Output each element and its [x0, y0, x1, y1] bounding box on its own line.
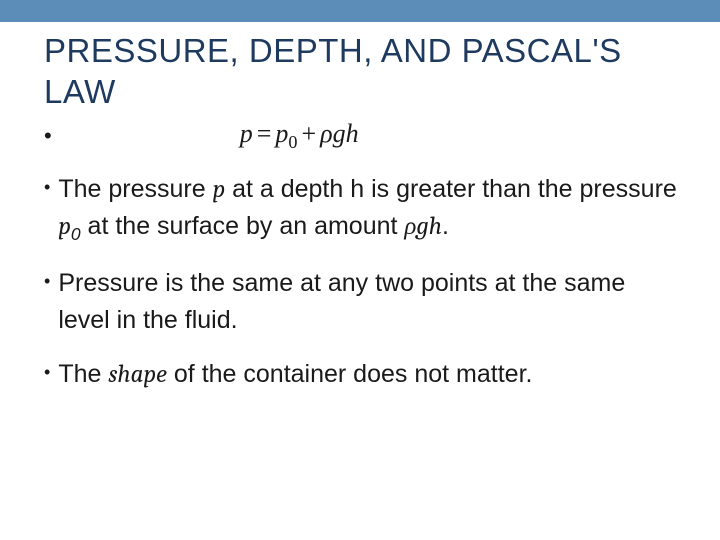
eq-p0-sub: 0: [288, 132, 297, 152]
text-fragment: .: [442, 212, 449, 240]
eq-g: g: [333, 119, 346, 148]
slide-content: PRESSURE, DEPTH, AND PASCAL'S LAW • p=p0…: [0, 22, 720, 393]
bullet-list: • The pressure p at a depth h is greater…: [44, 171, 680, 393]
bullet-text-1: The pressure p at a depth h is greater t…: [58, 171, 680, 248]
eq-rho: ρ: [320, 119, 332, 148]
list-item: • Pressure is the same at any two points…: [44, 265, 680, 338]
var-rhogh: ρgh: [404, 212, 442, 241]
eq-lhs: p: [240, 119, 253, 148]
bullet-dot: •: [44, 272, 50, 290]
text-fragment: of the container does not matter.: [167, 360, 533, 388]
var-p0-sub: 0: [71, 224, 81, 244]
text-fragment: The pressure: [58, 175, 212, 203]
list-item: • The pressure p at a depth h is greater…: [44, 171, 680, 248]
list-item: • The shape of the container does not ma…: [44, 356, 680, 393]
bullet-text-2: Pressure is the same at any two points a…: [58, 265, 680, 338]
slide-title: PRESSURE, DEPTH, AND PASCAL'S LAW: [44, 30, 680, 113]
bullet-dot: •: [44, 363, 50, 381]
text-fragment: at a depth h is greater than the pressur…: [225, 175, 677, 203]
eq-h: h: [346, 119, 359, 148]
bullet-text-3: The shape of the container does not matt…: [58, 356, 532, 393]
pressure-equation: p=p0+ρgh: [240, 119, 359, 153]
eq-p0: p: [275, 119, 288, 148]
bullet-dot: •: [44, 178, 50, 196]
em-shape: shape: [108, 360, 167, 389]
text-fragment: at the surface by an amount: [81, 212, 405, 240]
equation-row: • p=p0+ρgh: [44, 119, 680, 153]
top-accent-bar: [0, 0, 720, 22]
var-p0: p: [58, 212, 71, 241]
eq-plus: +: [301, 119, 316, 148]
text-fragment: The: [58, 360, 108, 388]
eq-equals: =: [257, 119, 272, 148]
var-p: p: [213, 175, 226, 204]
bullet-dot: •: [44, 125, 52, 147]
